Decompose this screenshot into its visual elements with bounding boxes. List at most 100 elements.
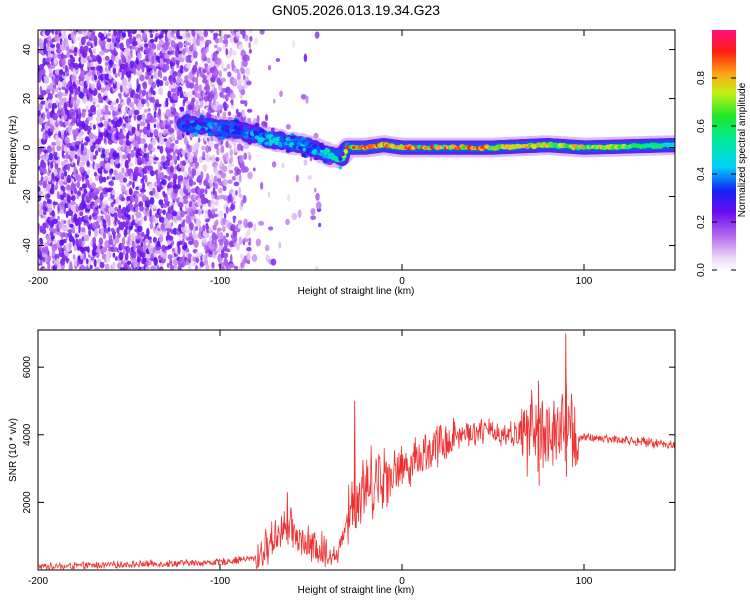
noise-blob [176,155,180,161]
noise-blob [236,72,241,81]
noise-blob [52,201,59,206]
noise-blob [126,132,130,141]
noise-blob [188,240,194,245]
noise-blob [128,101,135,108]
noise-blob [102,218,106,223]
noise-blob [267,226,274,231]
noise-blob [99,167,103,176]
noise-blob [72,254,76,260]
noise-blob [78,91,85,99]
noise-blob [113,106,117,111]
noise-blob [222,225,226,233]
noise-blob [83,87,88,94]
noise-blob [151,118,157,123]
noise-blob [180,210,185,218]
noise-blob [118,251,124,261]
noise-blob [225,140,230,148]
ridge-scatter-blob [217,136,225,141]
noise-blob [186,54,192,59]
noise-blob [151,30,155,34]
ridge-scatter-blob [184,119,190,124]
noise-blob [153,62,158,67]
noise-blob [47,102,53,109]
noise-blob [112,151,117,161]
noise-blob [173,76,176,84]
noise-blob [176,64,180,69]
noise-blob [127,109,134,116]
noise-blob [102,176,107,183]
noise-blob [62,54,68,59]
noise-blob [100,215,104,221]
noise-blob [229,254,233,263]
noise-blob [207,145,212,152]
noise-blob [77,107,81,115]
noise-blob [246,80,252,86]
noise-blob [135,93,140,99]
noise-blob [141,89,147,96]
noise-blob [218,181,224,186]
snr-x-tick-label: 0 [399,576,405,587]
noise-blob [86,246,90,254]
ridge-scatter-blob [185,113,189,118]
noise-blob [46,87,51,95]
noise-blob [144,75,150,80]
noise-blob [177,196,180,201]
noise-blob [216,47,222,52]
ridge-scatter-blob [267,131,273,135]
ridge-scatter-blob [302,147,306,152]
noise-blob [91,134,96,139]
noise-blob [144,30,149,34]
noise-blob [57,92,64,98]
noise-blob [146,122,151,131]
noise-blob [264,114,269,122]
noise-blob [53,238,57,245]
noise-blob [164,160,171,167]
noise-blob [64,136,70,144]
noise-blob [141,65,145,73]
spectrogram-x-axis: -200 -100 0 100 [28,30,593,287]
noise-blob [187,62,192,70]
noise-blob [211,154,216,163]
noise-blob [203,259,209,265]
noise-blob [92,236,97,244]
noise-blob [104,113,110,122]
noise-blob [47,92,53,100]
noise-blob [213,104,218,111]
noise-blob [99,65,103,74]
noise-blob [111,176,116,181]
noise-blob [176,90,180,97]
noise-blob [166,30,169,31]
noise-blob [62,30,67,38]
noise-blob [196,169,202,176]
spectrogram-x-label: Height of straight line (km) [298,286,415,297]
noise-blob [53,231,56,237]
noise-blob [193,239,199,249]
noise-blob [232,230,238,237]
noise-blob [90,104,96,113]
noise-blob [194,209,199,215]
noise-blob [199,188,205,194]
noise-blob [62,238,67,244]
noise-blob [39,42,44,49]
noise-blob [203,95,209,102]
noise-blob [194,142,200,150]
noise-blob [182,195,189,200]
noise-blob [219,241,224,246]
noise-blob [230,203,236,211]
noise-blob [119,63,126,70]
noise-blob [66,50,71,58]
noise-blob [202,79,208,84]
noise-blob [145,25,148,29]
noise-blob [181,54,187,59]
noise-blob [111,189,116,196]
ridge-scatter-blob [198,117,204,123]
noise-blob [169,154,173,161]
noise-blob [129,137,134,142]
noise-blob [56,145,62,152]
noise-blob [242,109,245,117]
snr-y-tick-label: 4000 [22,423,33,446]
noise-blob [188,90,193,99]
noise-blob [172,94,179,101]
noise-blob [187,256,192,264]
noise-blob [229,47,233,56]
